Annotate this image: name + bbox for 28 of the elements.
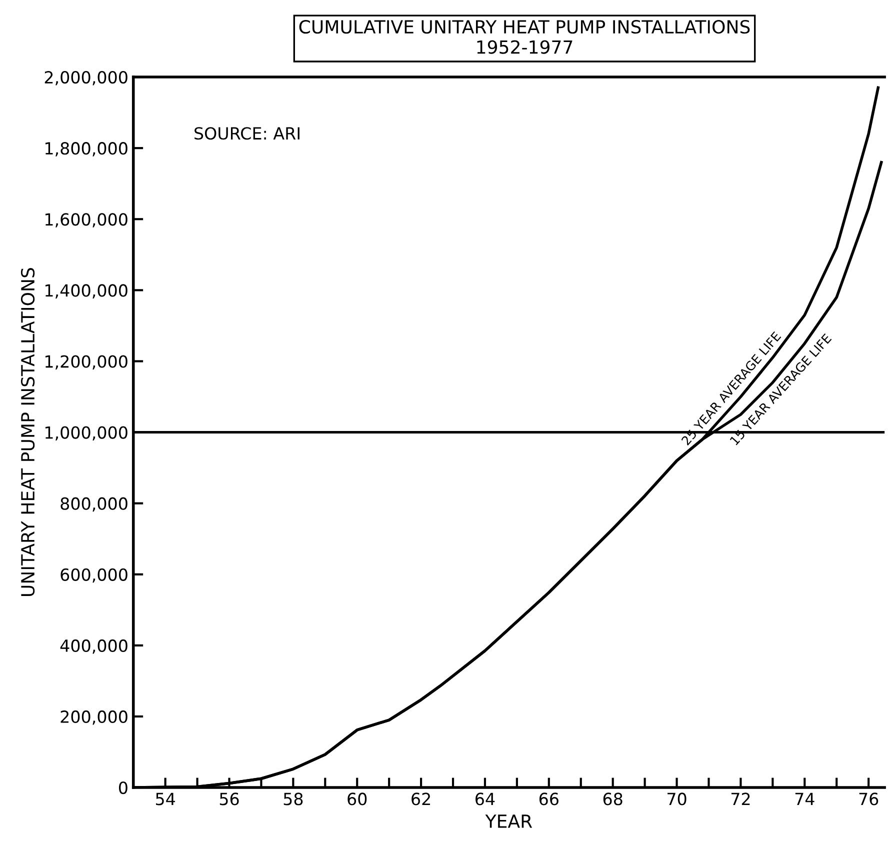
x-tick-label: 62: [412, 792, 430, 806]
annotation: SOURCE: ARI: [194, 127, 300, 140]
x-tick-label: 56: [220, 792, 239, 806]
x-tick-label: 54: [156, 792, 175, 806]
y-tick-label: 1,800,000: [45, 142, 128, 156]
chart-subtitle: 1952-1977: [477, 40, 572, 54]
x-axis-title: YEAR: [485, 814, 532, 828]
y-tick-label: 400,000: [60, 639, 128, 654]
y-tick-label: 1,600,000: [45, 213, 128, 228]
y-tick-label: 2,000,000: [44, 71, 128, 86]
y-axis-title: UNITARY HEAT PUMP INSTALLATIONS: [20, 268, 35, 596]
x-tick-label: 74: [795, 792, 814, 806]
x-tick-label: 64: [476, 792, 495, 806]
x-tick-label: 76: [859, 792, 878, 806]
x-tick-label: 70: [668, 792, 686, 806]
y-tick-label: 200,000: [60, 710, 128, 725]
x-tick-label: 68: [603, 792, 622, 806]
y-tick-label: 0: [118, 781, 128, 794]
chart-title: CUMULATIVE UNITARY HEAT PUMP INSTALLATIONS: [299, 20, 750, 34]
y-tick-label: 1,200,000: [45, 355, 128, 370]
x-tick-label: 66: [539, 792, 558, 806]
y-tick-label: 800,000: [60, 497, 128, 512]
x-tick-label: 72: [731, 792, 750, 806]
y-tick-label: 1,000,000: [45, 426, 128, 441]
y-tick-label: 1,400,000: [45, 284, 128, 298]
x-tick-label: 60: [348, 792, 367, 806]
y-tick-label: 600,000: [60, 568, 128, 583]
x-tick-label: 58: [284, 792, 303, 806]
